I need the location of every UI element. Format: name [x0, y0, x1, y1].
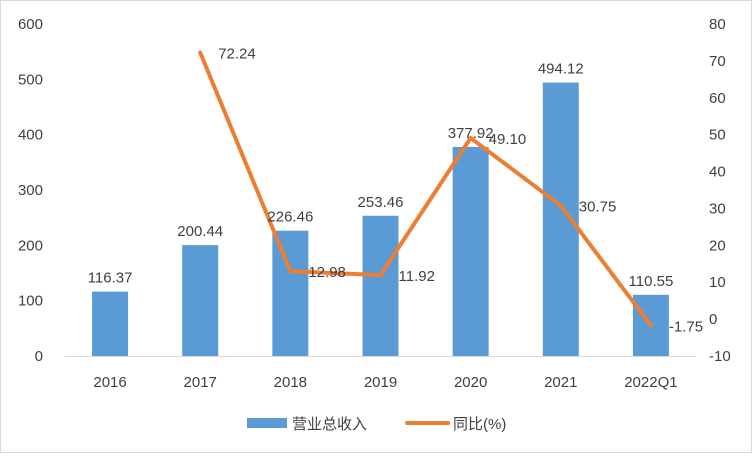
legend-label-bar: 营业总收入 — [292, 416, 367, 433]
y-right-tick-label: 50 — [709, 127, 726, 144]
x-tick-label: 2017 — [184, 374, 217, 391]
y-left-tick-label: 0 — [35, 348, 43, 365]
x-tick-label: 2021 — [544, 374, 577, 391]
line-data-label: 12.98 — [308, 264, 346, 281]
y-left-tick-label: 500 — [18, 71, 43, 88]
bar-data-label: 200.44 — [177, 223, 223, 240]
x-tick-label: 2022Q1 — [624, 374, 677, 391]
bar — [272, 231, 308, 356]
y-right-tick-label: 60 — [709, 90, 726, 107]
bar-data-label: 116.37 — [88, 270, 133, 287]
y-left-tick-label: 100 — [18, 293, 43, 310]
bar-data-label: 253.46 — [358, 194, 404, 211]
y-right-tick-label: 40 — [709, 164, 726, 181]
line-data-label: 30.75 — [579, 199, 617, 216]
legend-label-line: 同比(%) — [453, 416, 506, 433]
x-tick-label: 2018 — [274, 374, 307, 391]
bar — [453, 147, 489, 356]
y-right-tick-label: 80 — [709, 16, 726, 33]
line-data-label: 49.10 — [489, 131, 527, 148]
bar — [182, 245, 218, 356]
y-left-tick-label: 400 — [18, 127, 43, 144]
y-axis-right: -10 0 10 20 30 40 50 60 70 80 — [709, 16, 731, 365]
bar — [92, 292, 128, 356]
line-data-label: 11.92 — [399, 268, 435, 285]
bar-data-label: 110.55 — [629, 273, 674, 290]
y-axis-left: 0 100 200 300 400 500 600 — [18, 16, 43, 365]
line-data-label: -1.75 — [669, 319, 703, 336]
y-right-tick-label: 30 — [709, 200, 726, 217]
x-tick-label: 2016 — [93, 374, 126, 391]
bar — [363, 216, 399, 356]
y-right-tick-label: 70 — [709, 53, 726, 70]
line-data-label: 72.24 — [218, 46, 256, 63]
bar-data-label: 377.92 — [448, 125, 494, 142]
y-right-tick-label: -10 — [709, 348, 731, 365]
x-axis: 2016 2017 2018 2019 2020 2021 2022Q1 — [93, 374, 677, 391]
bar-series — [92, 83, 669, 356]
bar-data-label: 494.12 — [538, 61, 584, 78]
y-left-tick-label: 200 — [18, 237, 43, 254]
legend: 营业总收入 同比(%) — [247, 416, 506, 433]
x-tick-label: 2020 — [454, 374, 487, 391]
y-right-tick-label: 20 — [709, 237, 726, 254]
legend-swatch-bar — [247, 418, 287, 428]
y-right-tick-label: 10 — [709, 274, 726, 291]
x-tick-label: 2019 — [364, 374, 397, 391]
bar-data-label: 226.46 — [267, 209, 313, 226]
y-left-tick-label: 300 — [18, 182, 43, 199]
y-right-tick-label: 0 — [709, 311, 717, 328]
y-left-tick-label: 600 — [18, 16, 43, 33]
